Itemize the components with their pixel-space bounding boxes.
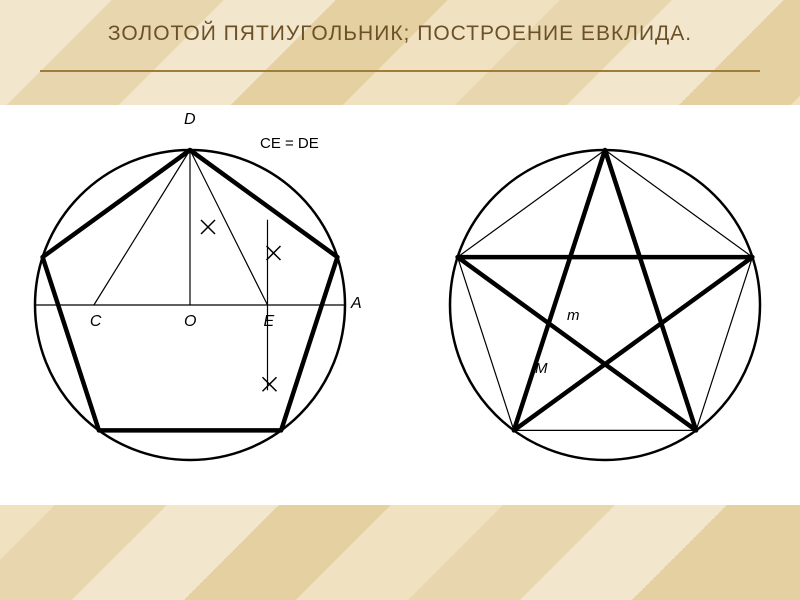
left-svg: [0, 105, 400, 505]
label-M: M: [535, 360, 548, 377]
slide-title: ЗОЛОТОЙ ПЯТИУГОЛЬНИК; ПОСТРОЕНИЕ ЕВКЛИДА…: [0, 22, 800, 46]
label-m: m: [567, 307, 580, 324]
label-D: D: [184, 111, 196, 129]
title-underline: [40, 70, 760, 72]
diagram-panels: D CE = DE A C O E m M: [0, 105, 800, 505]
label-C: C: [90, 313, 102, 331]
label-O: O: [184, 313, 196, 331]
label-E: E: [264, 313, 275, 331]
label-equation: CE = DE: [260, 135, 319, 152]
label-A: A: [351, 295, 362, 313]
right-svg: [400, 105, 800, 505]
right-panel: m M: [400, 105, 800, 505]
left-panel: D CE = DE A C O E: [0, 105, 400, 505]
slide-root: ЗОЛОТОЙ ПЯТИУГОЛЬНИК; ПОСТРОЕНИЕ ЕВКЛИДА…: [0, 0, 800, 600]
